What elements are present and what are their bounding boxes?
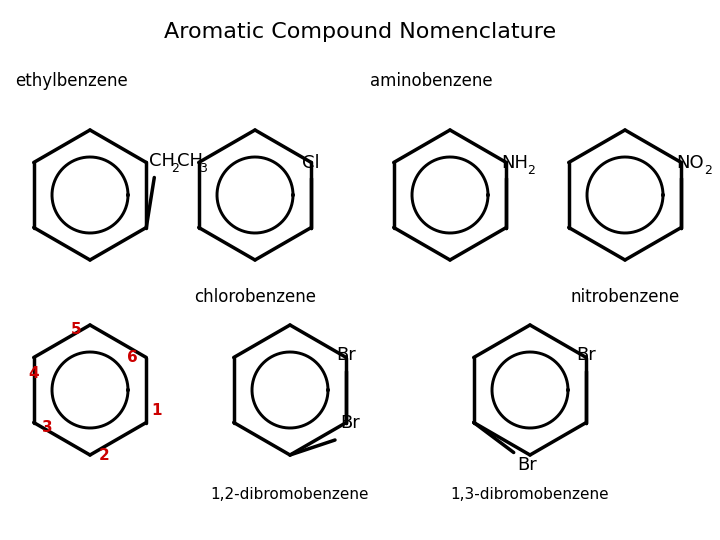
Text: Br: Br	[336, 347, 356, 364]
Text: nitrobenzene: nitrobenzene	[570, 288, 680, 306]
Text: 1,2-dibromobenzene: 1,2-dibromobenzene	[211, 487, 369, 502]
Text: NH: NH	[501, 153, 528, 172]
Text: Br: Br	[577, 347, 596, 364]
Text: Br: Br	[518, 456, 537, 475]
Text: 3: 3	[199, 161, 207, 174]
Text: Br: Br	[340, 414, 360, 432]
Text: aminobenzene: aminobenzene	[370, 72, 492, 90]
Text: 2: 2	[704, 164, 712, 177]
Text: 1: 1	[151, 403, 161, 418]
Text: 1,3-dibromobenzene: 1,3-dibromobenzene	[451, 487, 609, 502]
Text: 3: 3	[42, 420, 53, 435]
Text: 2: 2	[99, 448, 109, 462]
Text: chlorobenzene: chlorobenzene	[194, 288, 316, 306]
Text: Aromatic Compound Nomenclature: Aromatic Compound Nomenclature	[164, 22, 556, 42]
Text: 5: 5	[71, 322, 81, 338]
Text: Cl: Cl	[302, 153, 320, 172]
Text: 4: 4	[28, 366, 39, 381]
Text: CH: CH	[177, 152, 203, 170]
Text: CH: CH	[149, 152, 175, 170]
Text: 6: 6	[127, 350, 138, 365]
Text: NO: NO	[676, 153, 704, 172]
Text: 2: 2	[527, 164, 535, 177]
Text: 2: 2	[171, 161, 179, 174]
Text: ethylbenzene: ethylbenzene	[15, 72, 127, 90]
